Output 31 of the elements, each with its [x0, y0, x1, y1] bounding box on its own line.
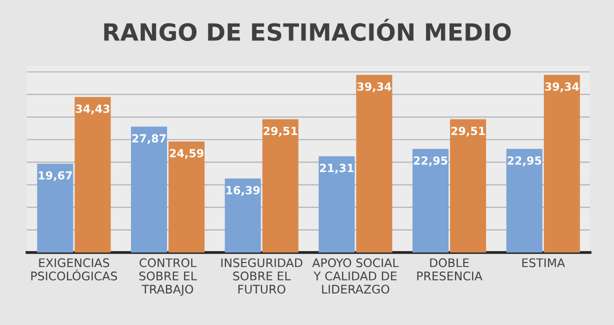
bar	[356, 74, 392, 253]
chart-title: RANGO DE ESTIMACIÓN MEDIO	[104, 18, 511, 41]
data-label: 16,39	[226, 186, 260, 196]
x-tick-label: CONTROL SOBRE EL TRABAJO	[139, 258, 197, 296]
data-label: 24,59	[170, 148, 204, 159]
data-label: 39,34	[545, 82, 579, 92]
bar	[224, 178, 261, 253]
bar	[412, 148, 449, 253]
bar	[74, 97, 111, 253]
data-label: 29,51	[451, 126, 485, 137]
data-label: 39,34	[357, 82, 392, 92]
data-label: 21,31	[320, 164, 354, 174]
data-label: 27,87	[132, 134, 166, 144]
x-tick-label: EXIGENCIAS PSICOLÓGICAS	[31, 258, 118, 280]
bar	[506, 148, 542, 253]
data-label: 22,95	[414, 156, 448, 166]
x-tick-label: DOBLE PRESENCIA	[417, 258, 482, 280]
data-label: 34,43	[76, 104, 110, 114]
x-tick-label: ESTIMA	[522, 258, 565, 268]
data-label: 29,51	[264, 126, 298, 137]
bar	[544, 74, 580, 253]
x-tick-label: APOYO SOCIAL Y CALIDAD DE LIDERAZGO	[312, 258, 399, 294]
bar	[262, 119, 298, 253]
data-label: 22,95	[508, 156, 542, 166]
bar	[37, 164, 74, 253]
bar	[450, 119, 486, 253]
bar	[168, 141, 205, 253]
x-tick-label: INSEGURIDAD SOBRE EL FUTURO	[221, 258, 302, 294]
data-label: 19,67	[38, 171, 72, 182]
bar	[318, 156, 355, 253]
bar	[130, 126, 168, 253]
